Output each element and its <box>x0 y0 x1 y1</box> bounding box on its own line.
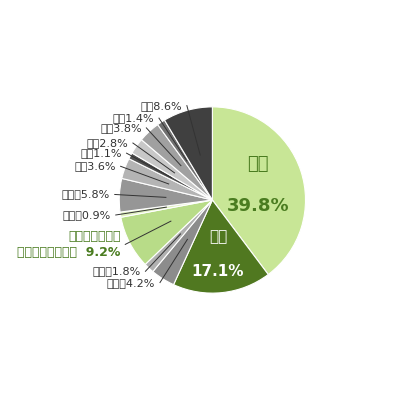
Wedge shape <box>164 107 212 200</box>
Text: 保安1.1%: 保安1.1% <box>80 148 122 158</box>
Text: 事務

39.8%: 事務 39.8% <box>227 155 290 214</box>
Text: 販売8.6%: 販売8.6% <box>140 101 182 111</box>
Text: 調理3.6%: 調理3.6% <box>74 161 116 171</box>
Wedge shape <box>145 200 212 272</box>
Text: 管理員5.8%: 管理員5.8% <box>62 190 110 200</box>
Wedge shape <box>121 200 212 264</box>
Text: 清掃2.8%: 清掃2.8% <box>86 138 128 148</box>
Wedge shape <box>119 178 212 212</box>
Wedge shape <box>120 200 212 217</box>
Text: その他サービス
（介護・保育等）  9.2%: その他サービス （介護・保育等） 9.2% <box>17 230 121 259</box>
Wedge shape <box>129 153 212 200</box>
Text: 専門

17.1%: 専門 17.1% <box>192 229 244 279</box>
Wedge shape <box>158 120 212 200</box>
Wedge shape <box>212 107 306 274</box>
Text: 技術1.4%: 技術1.4% <box>113 113 154 123</box>
Wedge shape <box>174 200 268 293</box>
Wedge shape <box>142 125 212 200</box>
Wedge shape <box>132 140 212 200</box>
Text: 運転手0.9%: 運転手0.9% <box>63 210 111 220</box>
Text: その他1.8%: その他1.8% <box>92 266 141 276</box>
Text: 労務3.8%: 労務3.8% <box>100 123 142 133</box>
Wedge shape <box>122 159 212 200</box>
Wedge shape <box>153 200 212 285</box>
Text: 管理職4.2%: 管理職4.2% <box>107 278 155 288</box>
